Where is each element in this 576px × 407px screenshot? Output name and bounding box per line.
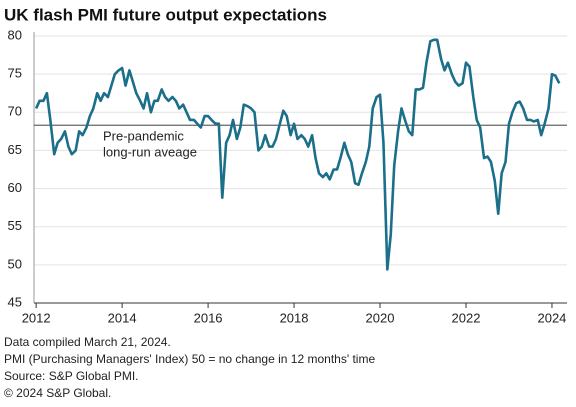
y-tick-label: 75: [8, 66, 22, 81]
footnote: © 2024 S&P Global.: [4, 386, 111, 400]
x-tick-label: 2022: [452, 310, 481, 325]
footnote: Source: S&P Global PMI.: [4, 369, 139, 383]
y-tick-label: 45: [8, 294, 22, 309]
x-tick-label: 2024: [537, 310, 566, 325]
y-tick-label: 65: [8, 142, 22, 157]
x-tick-label: 2014: [108, 310, 137, 325]
chart-title: UK flash PMI future output expectations: [4, 5, 327, 24]
footnote: Data compiled March 21, 2024.: [4, 335, 171, 349]
annotation: long-run aveage: [103, 144, 197, 159]
y-tick-label: 50: [8, 256, 22, 271]
annotation: Pre-pandemic: [103, 128, 184, 143]
y-tick-label: 70: [8, 104, 22, 119]
footnote: PMI (Purchasing Managers' Index) 50 = no…: [4, 352, 375, 366]
series-line: [34, 38, 561, 271]
y-tick-label: 60: [8, 180, 22, 195]
y-tick-label: 80: [8, 27, 22, 42]
x-tick-label: 2016: [194, 310, 223, 325]
y-tick-label: 55: [8, 218, 22, 233]
x-tick-label: 2018: [280, 310, 309, 325]
x-tick-label: 2020: [366, 310, 395, 325]
x-tick-label: 2012: [22, 310, 51, 325]
